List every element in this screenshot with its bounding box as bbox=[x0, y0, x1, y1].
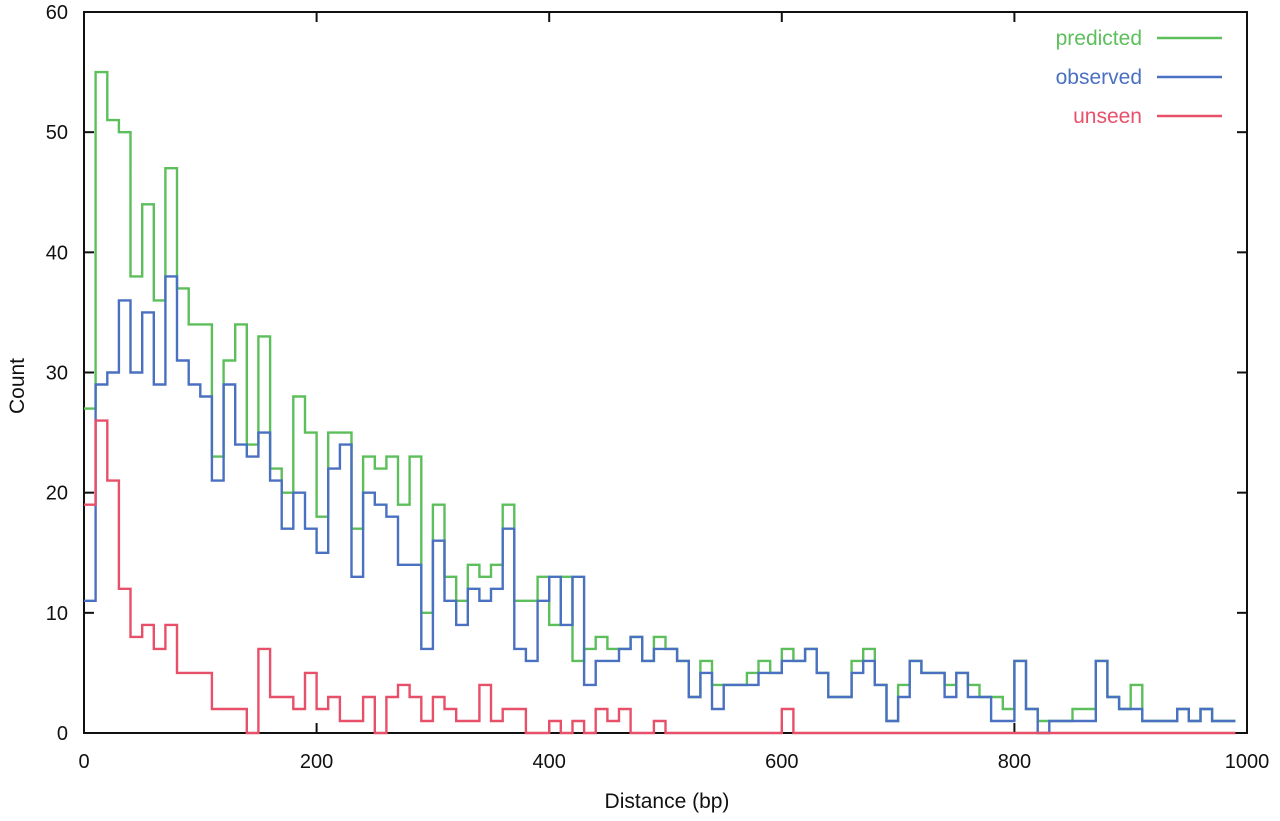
y-tick-label: 20 bbox=[46, 483, 68, 505]
x-tick-label: 1000 bbox=[1225, 751, 1270, 773]
y-tick-label: 50 bbox=[46, 122, 68, 144]
x-tick-label: 800 bbox=[998, 751, 1031, 773]
series-line-observed bbox=[84, 275, 1236, 735]
y-tick-label: 0 bbox=[57, 723, 68, 745]
legend: predicted observed unseen bbox=[1056, 27, 1222, 128]
legend-label-observed: observed bbox=[1056, 66, 1142, 89]
x-axis-label: Distance (bp) bbox=[605, 790, 730, 813]
x-tick-label: 600 bbox=[765, 751, 798, 773]
y-tick-label: 10 bbox=[46, 603, 68, 625]
y-tick-label: 40 bbox=[46, 242, 68, 264]
y-tick-label: 60 bbox=[46, 2, 68, 24]
legend-label-predicted: predicted bbox=[1056, 27, 1142, 50]
y-tick-label: 30 bbox=[46, 363, 68, 385]
series-line-predicted bbox=[84, 70, 1236, 723]
x-tick-label: 400 bbox=[533, 751, 566, 773]
series-line-unseen bbox=[84, 419, 1236, 735]
x-tick-label: 200 bbox=[300, 751, 333, 773]
series-layer bbox=[84, 70, 1236, 735]
legend-label-unseen: unseen bbox=[1073, 105, 1142, 128]
axis-ticks: 0 200 400 600 800 1000 0 10 20 30 40 50 60 bbox=[46, 2, 1270, 773]
y-axis-label: Count bbox=[6, 358, 29, 414]
x-tick-label: 0 bbox=[78, 751, 89, 773]
